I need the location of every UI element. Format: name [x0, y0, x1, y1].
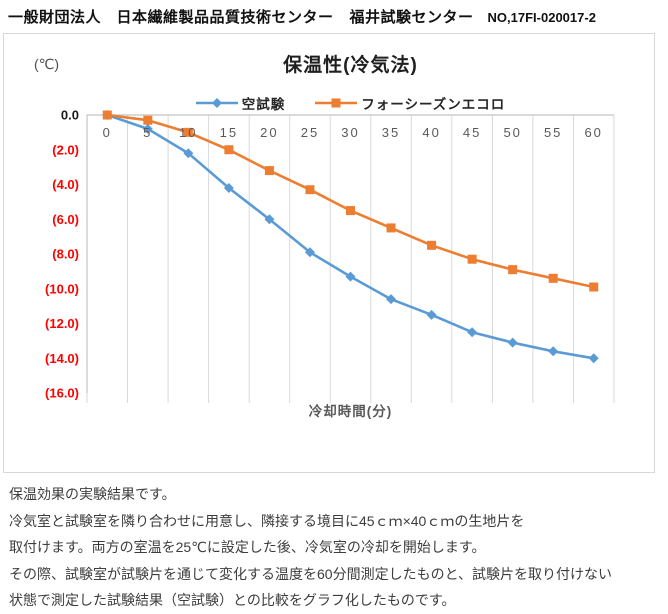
note-line: 状態で測定した試験結果（空試験）との比較をグラフ化したものです。 — [9, 592, 456, 608]
data-point — [467, 254, 477, 264]
report-header: 一般財団法人 日本繊維製品品質技術センター 福井試験センター NO,17FI-0… — [8, 6, 662, 28]
legend-item-four-seasons-ecolo: フォーシーズンエコロ — [315, 93, 505, 113]
x-tick-label: 55 — [544, 125, 562, 140]
legend-marker — [331, 98, 341, 108]
data-point — [345, 271, 356, 282]
x-tick-label: 45 — [463, 125, 481, 140]
x-tick-label: 5 — [143, 125, 152, 140]
y-tick-label: (2.0) — [52, 142, 79, 157]
x-tick-label: 0 — [103, 125, 112, 140]
data-point — [589, 282, 599, 292]
y-tick-label: (16.0) — [45, 386, 79, 401]
legend-item-blank-test: 空試験 — [195, 93, 286, 113]
x-tick-label: 30 — [341, 125, 359, 140]
y-axis-unit-label: (℃) — [34, 56, 60, 72]
data-point — [427, 240, 437, 250]
data-point — [183, 148, 194, 159]
x-axis-title: 冷却時間(分) — [308, 404, 393, 419]
data-point — [224, 145, 234, 155]
note-line: 保温効果の実験結果です。 — [9, 486, 176, 502]
legend-marker — [211, 98, 222, 108]
chart-legend: 空試験 フォーシーズンエコロ — [87, 93, 614, 113]
data-point — [467, 327, 478, 338]
data-point — [264, 214, 275, 225]
y-tick-label: (10.0) — [45, 281, 79, 296]
data-point — [548, 346, 559, 357]
data-point — [346, 206, 355, 216]
chart: 0 5 10 15 20 25 30 35 40 45 50 55 60 0.0 (2.0) (4.0) (6.… — [3, 33, 655, 473]
test-center-name: 福井試験センター — [349, 9, 474, 26]
note-line: 取付けます。両方の室温を25℃に設定した後、冷気室の冷却を開始します。 — [9, 539, 486, 555]
series-line-0 — [106, 113, 596, 360]
experiment-notes: 保温効果の実験結果です。 冷気室と試験室を隣り合わせに用意し、隣接する境目に45… — [9, 481, 661, 614]
data-point — [548, 273, 558, 283]
data-point — [143, 115, 153, 125]
x-tick-label: 60 — [584, 125, 602, 140]
y-tick-label: (8.0) — [52, 247, 79, 262]
x-tick-label: 35 — [382, 125, 400, 140]
chart-title: 保温性(冷気法) — [283, 55, 418, 76]
note-line: その際、試験室が試験片を通じて変化する温度を60分間測定したものと、試験片を取り… — [9, 565, 613, 582]
x-tick-label: 25 — [301, 125, 319, 140]
x-tick-label: 10 — [179, 125, 197, 140]
chart-plot-area: 0 5 10 15 20 25 30 35 40 45 50 55 60 0.0 (2.0) (4.0) (6.… — [45, 108, 615, 403]
x-tick-label: 20 — [260, 125, 278, 140]
organization-name: 一般財団法人 日本繊維製品品質技術センター — [8, 9, 334, 26]
report-number: NO,17FI-020017-2 — [487, 10, 596, 25]
data-point — [508, 265, 518, 275]
data-point — [142, 123, 153, 134]
data-point — [183, 127, 193, 137]
legend-label: フォーシーズンエコロ — [361, 97, 506, 112]
data-point — [304, 247, 315, 258]
y-tick-label: (6.0) — [52, 212, 79, 227]
series-line-1 — [106, 113, 596, 289]
data-point — [305, 185, 315, 195]
data-point — [102, 110, 112, 120]
data-point — [223, 182, 234, 193]
data-point — [588, 353, 599, 364]
x-tick-label: 50 — [503, 125, 521, 140]
legend-line-diamond-icon — [195, 98, 238, 108]
x-tick-label: 15 — [220, 125, 238, 140]
data-point — [426, 309, 437, 320]
legend-line-square-icon — [315, 98, 358, 108]
y-tick-label: 0.0 — [61, 108, 79, 123]
y-tick-label: (12.0) — [45, 316, 79, 331]
y-tick-label: (14.0) — [45, 351, 79, 366]
legend-label: 空試験 — [241, 97, 286, 112]
data-point — [264, 166, 274, 176]
data-point — [386, 223, 396, 233]
data-point — [507, 337, 518, 348]
x-tick-label: 40 — [422, 125, 440, 140]
data-point — [386, 294, 397, 305]
note-line: 冷気室と試験室を隣り合わせに用意し、隣接する境目に45ｃｍ×40ｃｍの生地片を — [9, 512, 525, 529]
y-tick-label: (4.0) — [52, 177, 79, 192]
